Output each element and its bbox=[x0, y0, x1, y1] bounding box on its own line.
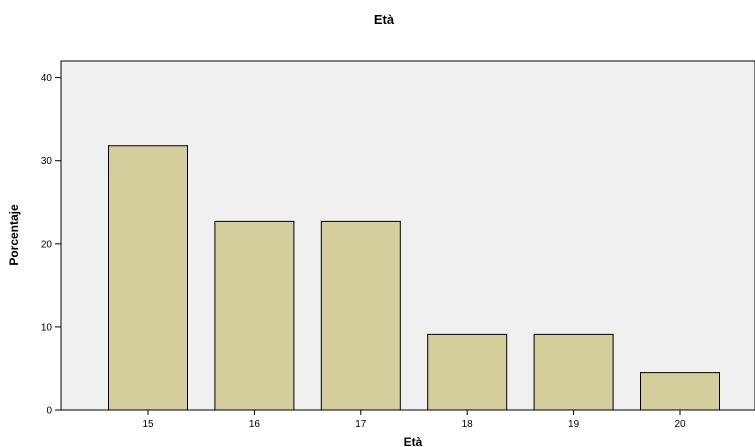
x-axis: 15 16 17 18 19 20 bbox=[142, 410, 686, 430]
bar-series bbox=[108, 145, 720, 411]
y-axis: 0 10 20 30 40 bbox=[41, 73, 61, 417]
chart-title: Età bbox=[374, 12, 395, 27]
x-axis-label: Età bbox=[404, 435, 423, 447]
x-tick-label: 19 bbox=[568, 419, 580, 430]
x-tick-label: 15 bbox=[142, 419, 154, 430]
x-tick-label: 18 bbox=[462, 419, 474, 430]
y-axis-label: Porcentaje bbox=[7, 204, 21, 266]
bar-15 bbox=[108, 145, 188, 411]
x-tick-label: 17 bbox=[355, 419, 367, 430]
y-tick-label: 30 bbox=[41, 156, 53, 167]
bar-20 bbox=[640, 372, 720, 411]
bar-19 bbox=[533, 333, 614, 411]
x-tick-label: 20 bbox=[674, 419, 686, 430]
bar-17 bbox=[320, 220, 401, 411]
y-tick-label: 0 bbox=[46, 406, 52, 417]
x-tick-label: 16 bbox=[249, 419, 261, 430]
bar-18 bbox=[427, 333, 508, 411]
y-tick-label: 20 bbox=[41, 239, 53, 250]
bar-16 bbox=[214, 220, 295, 411]
y-tick-label: 40 bbox=[41, 73, 53, 84]
y-tick-label: 10 bbox=[41, 322, 53, 333]
